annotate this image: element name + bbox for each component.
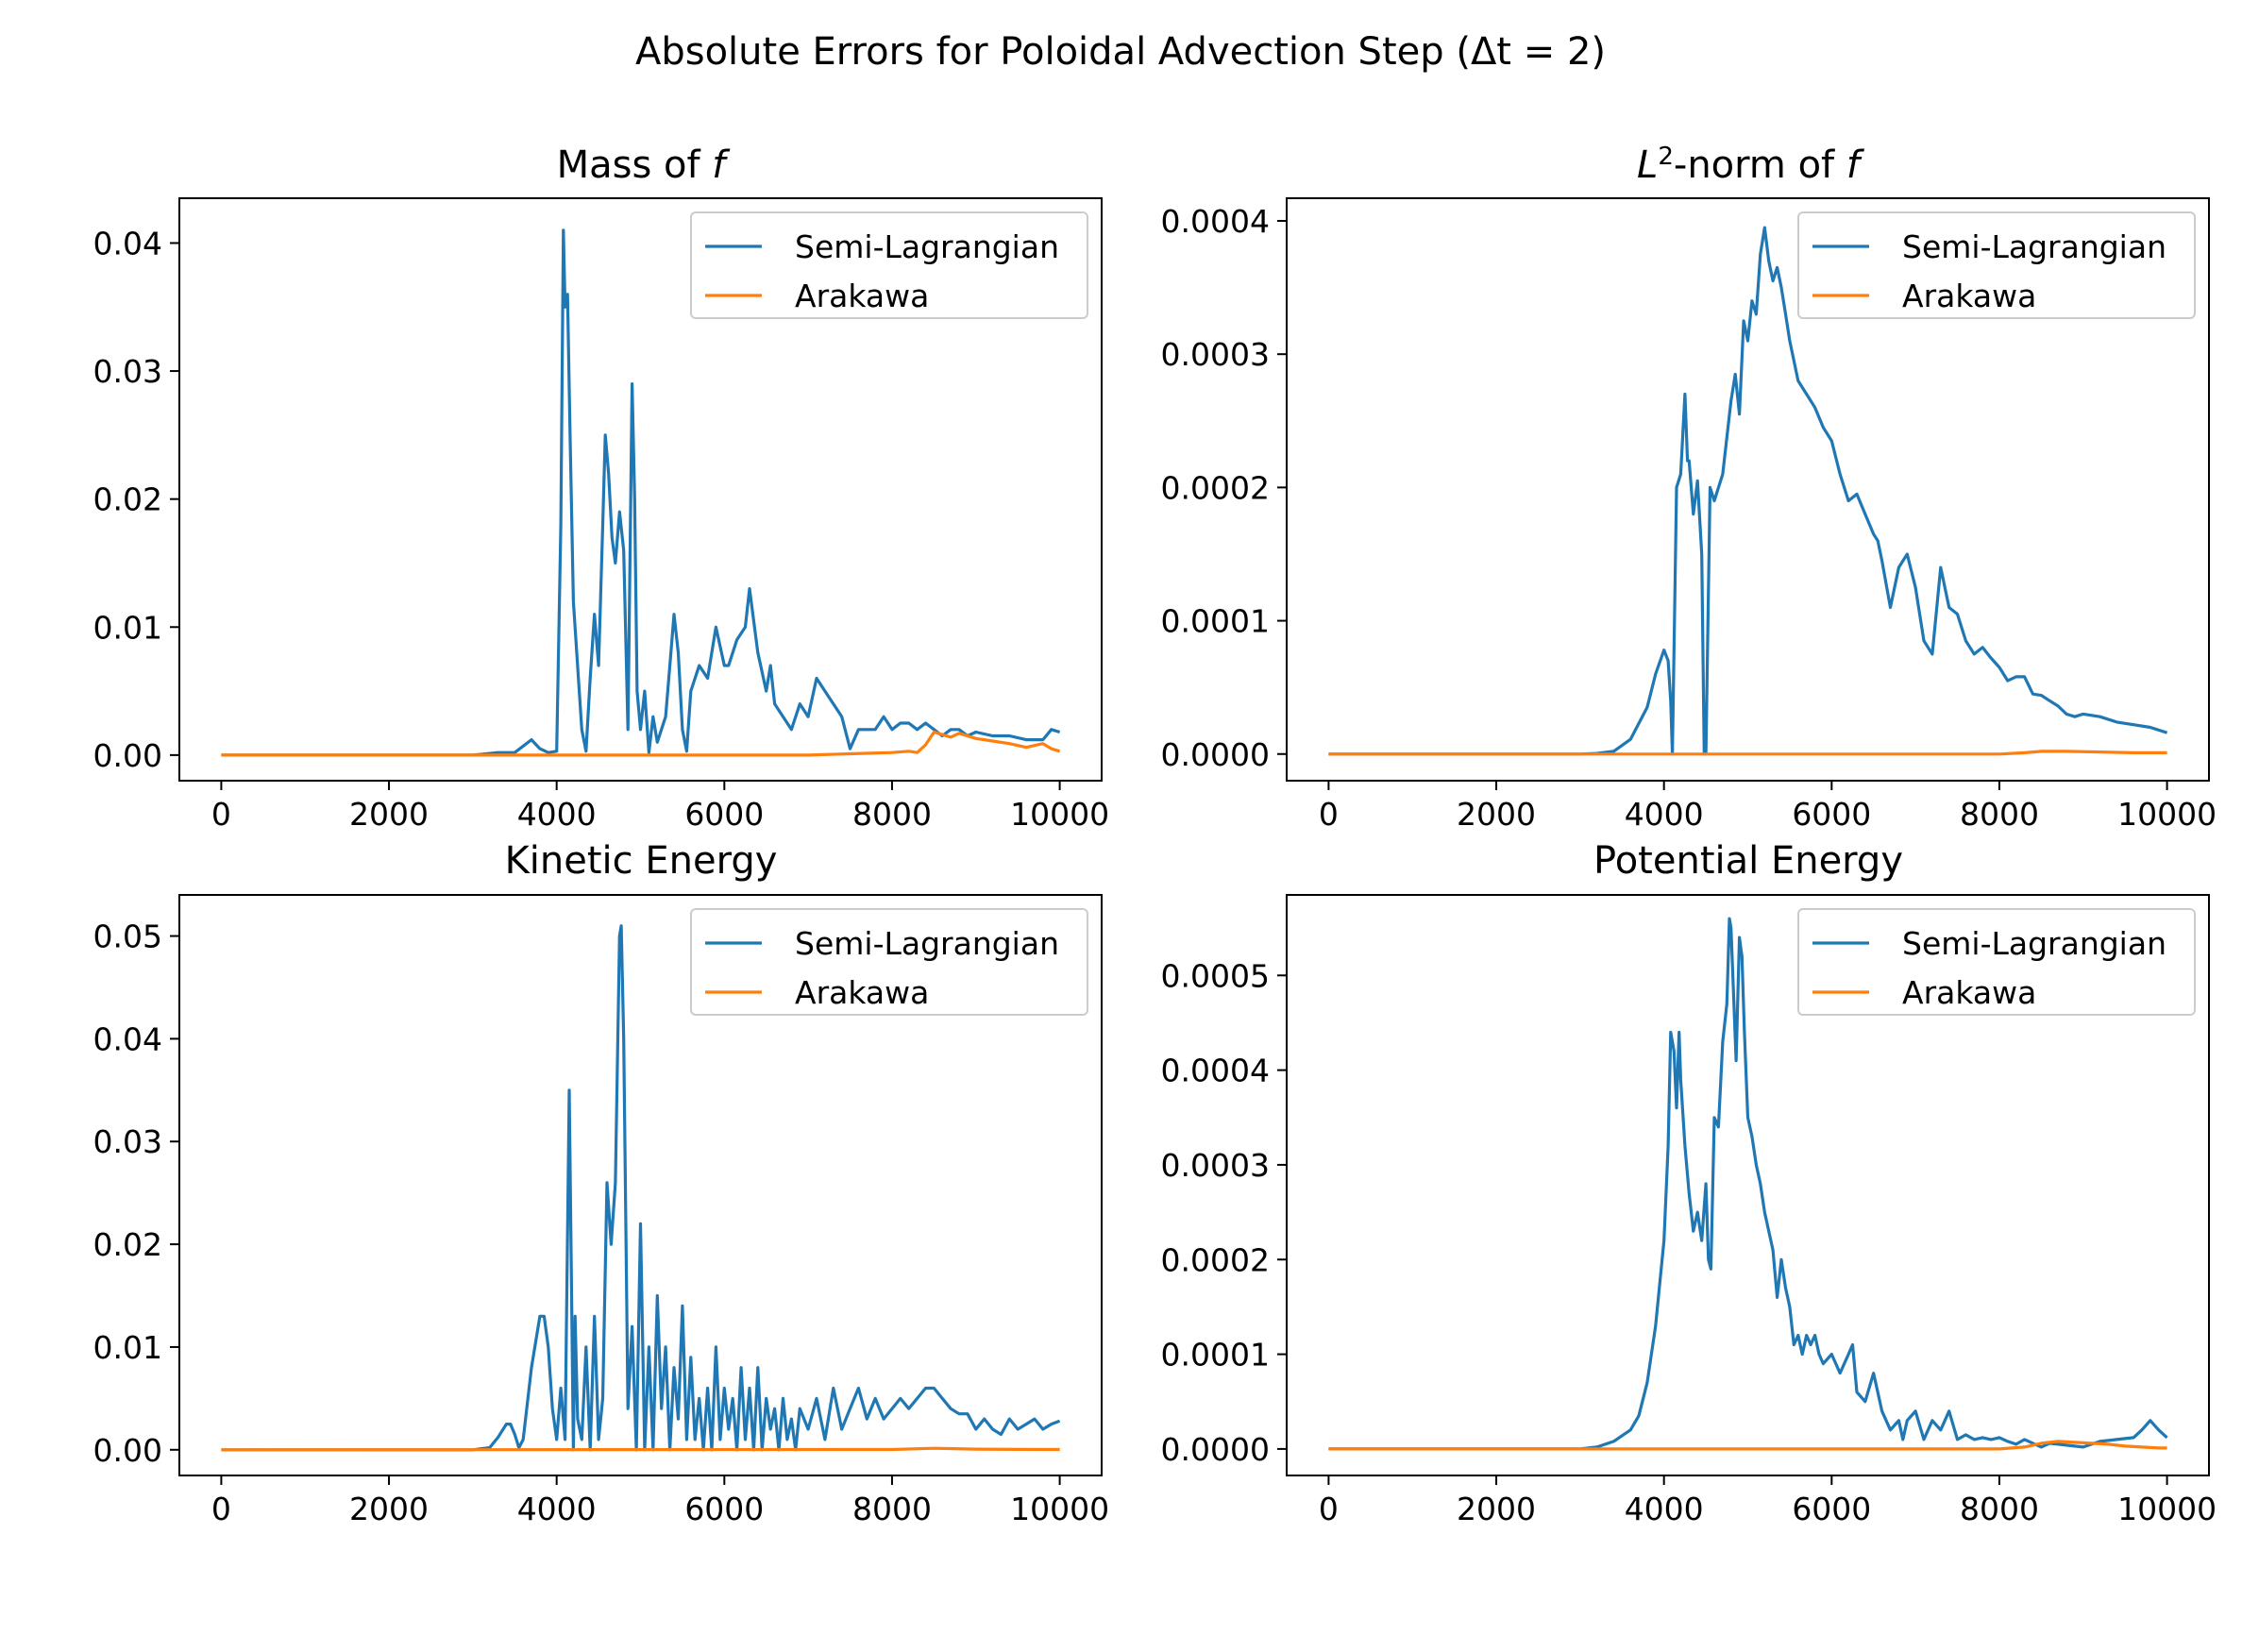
legend-box bbox=[690, 908, 1088, 1016]
legend: Semi-Lagrangian Arakawa bbox=[1797, 211, 2196, 319]
x-tick-label: 8000 bbox=[852, 1491, 932, 1527]
subplot-l2-norm: L2-norm of f 0 2000 4000 6000 8000 10000 0.000… bbox=[1161, 143, 2217, 833]
y-tick-label: 0.01 bbox=[93, 609, 162, 646]
y-tick-label: 0.02 bbox=[93, 1226, 162, 1263]
series-line-semi-lagrangian bbox=[1328, 917, 2168, 1451]
legend-label: Arakawa bbox=[1902, 278, 2036, 314]
y-tick-label: 0.0001 bbox=[1161, 1337, 1270, 1374]
x-tick-label: 8000 bbox=[1960, 1491, 2039, 1527]
x-tick-label: 8000 bbox=[1960, 796, 2039, 833]
x-tick-label: 6000 bbox=[684, 796, 764, 833]
x-tick-label: 10000 bbox=[1010, 796, 1109, 833]
subplot-title: Potential Energy bbox=[1593, 839, 1903, 883]
subplot-kinetic-energy: Kinetic Energy 0 2000 4000 6000 8000 10000 0.0… bbox=[93, 839, 1110, 1527]
series-line-arakawa bbox=[1328, 1440, 2167, 1451]
y-tick-label: 0.0003 bbox=[1161, 1147, 1270, 1184]
y-tick-label: 0.0000 bbox=[1161, 736, 1270, 773]
y-tick-label: 0.04 bbox=[93, 1020, 162, 1057]
legend: Semi-Lagrangian Arakawa bbox=[690, 211, 1088, 319]
x-tick-label: 0 bbox=[211, 1491, 231, 1527]
subplot-mass: Mass of f 0 2000 4000 6000 8000 10000 0.00 0.01… bbox=[93, 143, 1110, 833]
x-tick-label: 6000 bbox=[684, 1491, 764, 1527]
y-tick-label: 0.0004 bbox=[1161, 1053, 1270, 1089]
x-tick-label: 2000 bbox=[349, 796, 429, 833]
x-tick-label: 10000 bbox=[2117, 796, 2217, 833]
y-tick-label: 0.01 bbox=[93, 1329, 162, 1366]
y-tick-label: 0.00 bbox=[93, 737, 162, 774]
axes-frame bbox=[178, 197, 1103, 782]
y-tick-label: 0.0003 bbox=[1161, 336, 1270, 373]
y-tick-label: 0.0002 bbox=[1161, 469, 1270, 506]
legend: Semi-Lagrangian Arakawa bbox=[1797, 908, 2196, 1016]
y-tick-label: 0.03 bbox=[93, 353, 162, 390]
y-tick-label: 0.03 bbox=[93, 1123, 162, 1160]
axes-frame bbox=[178, 894, 1103, 1476]
y-tick-label: 0.0002 bbox=[1161, 1241, 1270, 1278]
x-tick-label: 0 bbox=[1319, 796, 1339, 833]
x-tick-label: 2000 bbox=[1457, 796, 1536, 833]
legend-box bbox=[1797, 211, 2196, 319]
axes-frame bbox=[1286, 197, 2210, 782]
series-line-arakawa bbox=[221, 1446, 1060, 1452]
x-tick-label: 10000 bbox=[2117, 1491, 2217, 1527]
subplot-title: L2-norm of f bbox=[1637, 143, 1865, 187]
legend-label: Arakawa bbox=[1902, 974, 2036, 1011]
subplot-potential-energy: Potential Energy 0 2000 4000 6000 8000 10000 0… bbox=[1161, 839, 2217, 1527]
x-tick-label: 4000 bbox=[1625, 1491, 1704, 1527]
x-tick-label: 2000 bbox=[349, 1491, 429, 1527]
y-tick-label: 0.0000 bbox=[1161, 1431, 1270, 1468]
figure-suptitle: Absolute Errors for Poloidal Advection S… bbox=[635, 30, 1606, 74]
series-line-semi-lagrangian bbox=[1328, 226, 2168, 756]
x-tick-label: 0 bbox=[1319, 1491, 1339, 1527]
y-tick-label: 0.05 bbox=[93, 919, 162, 955]
series-line-semi-lagrangian bbox=[221, 228, 1061, 757]
series-line-arakawa bbox=[1328, 750, 2167, 756]
x-tick-label: 8000 bbox=[852, 796, 932, 833]
legend: Semi-Lagrangian Arakawa bbox=[690, 908, 1088, 1016]
subplot-title: Mass of f bbox=[557, 143, 732, 187]
subplot-title: Kinetic Energy bbox=[505, 839, 778, 883]
x-tick-label: 10000 bbox=[1010, 1491, 1109, 1527]
legend-label: Semi-Lagrangian bbox=[1902, 925, 2166, 962]
x-tick-label: 4000 bbox=[517, 1491, 597, 1527]
legend-label: Semi-Lagrangian bbox=[795, 228, 1059, 265]
x-tick-label: 4000 bbox=[517, 796, 597, 833]
x-tick-label: 4000 bbox=[1625, 796, 1704, 833]
x-tick-label: 6000 bbox=[1792, 796, 1871, 833]
legend-box bbox=[1797, 908, 2196, 1016]
y-tick-label: 0.02 bbox=[93, 481, 162, 518]
y-tick-label: 0.00 bbox=[93, 1432, 162, 1469]
y-tick-label: 0.0001 bbox=[1161, 603, 1270, 640]
x-tick-label: 0 bbox=[211, 796, 231, 833]
legend-label: Arakawa bbox=[795, 974, 929, 1011]
legend-label: Semi-Lagrangian bbox=[1902, 228, 2166, 265]
x-tick-label: 6000 bbox=[1792, 1491, 1871, 1527]
legend-label: Semi-Lagrangian bbox=[795, 925, 1059, 962]
x-tick-label: 2000 bbox=[1457, 1491, 1536, 1527]
y-tick-label: 0.04 bbox=[93, 225, 162, 261]
series-line-arakawa bbox=[221, 730, 1061, 757]
legend-box bbox=[690, 211, 1088, 319]
axes-frame bbox=[1286, 894, 2210, 1476]
y-tick-label: 0.0004 bbox=[1161, 203, 1270, 240]
y-tick-label: 0.0005 bbox=[1161, 957, 1270, 994]
legend-label: Arakawa bbox=[795, 278, 929, 314]
series-line-semi-lagrangian bbox=[221, 924, 1061, 1452]
